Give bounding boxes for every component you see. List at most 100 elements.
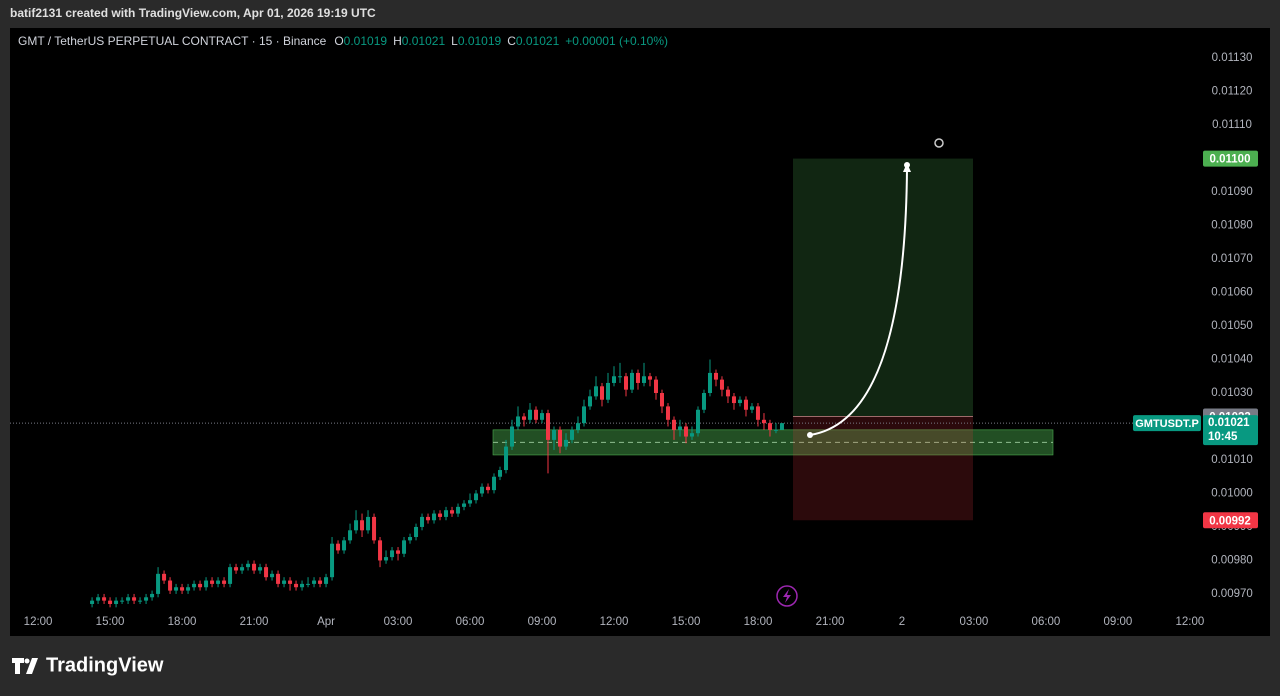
candle-body [534,409,539,420]
candle-body [240,567,245,571]
y-tick-label: 0.01050 [1211,320,1253,332]
x-tick-label: 09:00 [1104,616,1133,628]
candle-body [570,429,575,440]
candle-body [126,597,131,601]
y-tick-label: 0.00980 [1211,554,1253,566]
candle-body [264,567,269,578]
candle-body [432,513,437,521]
y-tick-label: 0.01090 [1211,186,1253,198]
candle-body [354,520,359,531]
x-tick-label: 06:00 [1032,616,1061,628]
candle-body [396,550,401,554]
candle-body [294,583,299,588]
candle-body [689,433,694,437]
candle-body [468,500,473,504]
candle-body [647,376,652,380]
arrow-start [807,432,813,438]
candle-body [234,567,239,571]
y-tick-label: 0.01060 [1211,287,1253,299]
y-tick-label: 0.01130 [1212,52,1253,64]
y-tick-label: 0.01010 [1211,454,1253,466]
candle-body [348,530,353,541]
candle-body [588,396,593,407]
candle-body [719,379,724,390]
countdown: 10:45 [1208,431,1238,443]
candle-body [300,583,305,588]
projection-arrow [809,167,908,436]
legend-value: 0.01019 [344,34,388,48]
candle-body [755,406,760,420]
legend-key: C [507,34,516,48]
candle-body [546,413,551,440]
x-tick-label: 15:00 [96,616,125,628]
candle-body [420,516,425,527]
stop-label: 0.00992 [1209,515,1251,527]
x-tick-label: 15:00 [672,616,701,628]
candle-body [246,563,251,568]
candle-body [725,389,730,397]
candle-body [516,416,521,427]
y-tick-label: 0.01080 [1211,220,1253,232]
symbol-tag: GMTUSDT.P [1135,418,1199,430]
candle-body [258,567,263,571]
y-tick-label: 0.00970 [1211,588,1253,600]
candle-body [186,587,191,591]
candle-body [402,540,407,554]
candle-body [695,409,700,434]
legend-value: 0.01021 [516,34,560,48]
candle-body [444,510,449,517]
x-tick-label: Apr [317,616,335,628]
candle-body [779,423,784,430]
candle-body [635,372,640,383]
x-tick-label: 2 [899,616,905,628]
candle-body [156,573,161,594]
candle-body [132,597,137,601]
candle-body [342,540,347,551]
candle-body [761,419,766,424]
candle-body [713,372,718,380]
candle-body [528,409,533,420]
candle-body [408,537,413,541]
candle-body [288,580,293,584]
candle-body [498,470,503,477]
x-tick-label: 06:00 [456,616,485,628]
x-tick-label: 18:00 [168,616,197,628]
candle-body [216,580,221,584]
candle-body [372,516,377,541]
candle-body [773,429,778,431]
x-tick-label: 12:00 [24,616,53,628]
price-axis-bg [1200,28,1270,636]
candle-body [426,516,431,521]
symbol-tag-bg [1133,415,1201,432]
candle-body [677,426,682,430]
candle-body [480,486,485,494]
candle-body [336,543,341,551]
candle-body [318,580,323,584]
stop-label-bg [1203,512,1258,529]
candle-body [623,376,628,390]
candle-body [90,600,95,604]
candle-body [282,580,287,584]
candle-body [707,372,712,394]
candle-body [552,429,557,440]
x-tick-label: 03:00 [384,616,413,628]
y-tick-label: 0.01110 [1212,119,1252,131]
candle-body [228,567,233,584]
profit-zone [793,158,973,417]
candle-body [270,573,275,578]
candle-body [558,429,563,447]
candle-body [450,510,455,514]
footer-logo: TradingView [12,654,164,676]
candle-body [486,486,491,491]
candle-body [582,406,587,424]
candle-body [312,580,317,584]
y-tick-label: 0.01030 [1211,387,1253,399]
candle-body [701,393,706,410]
candle-body [438,513,443,517]
legend-key: H [393,34,402,48]
candle-body [366,516,371,531]
x-tick-label: 12:00 [1176,616,1205,628]
x-tick-label: 21:00 [240,616,269,628]
candle-body [360,520,365,531]
